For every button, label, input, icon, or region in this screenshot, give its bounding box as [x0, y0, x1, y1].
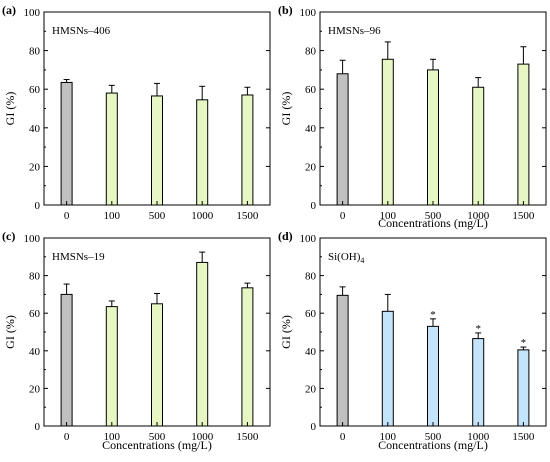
- y-tick-label: 0: [311, 421, 317, 433]
- x-tick-label: 1000: [191, 431, 214, 443]
- bar: [427, 69, 439, 206]
- y-axis-label: GI (%): [3, 92, 17, 126]
- y-tick-label: 100: [24, 7, 41, 19]
- x-tick-label: 100: [380, 210, 397, 222]
- y-tick-label: 20: [305, 383, 317, 395]
- x-tick-label: 100: [380, 431, 397, 443]
- x-tick-label: 0: [340, 210, 346, 222]
- x-tick-label: 1500: [512, 210, 535, 222]
- bar: [151, 95, 163, 206]
- y-tick-label: 0: [311, 200, 317, 212]
- bar: [60, 293, 73, 427]
- bar: [196, 261, 209, 427]
- annotation-text: HMSNs–96: [328, 25, 381, 37]
- significance-mark: *: [430, 309, 436, 321]
- annotation-text: HMSNs–19: [52, 251, 105, 263]
- x-tick-label: 500: [149, 431, 166, 443]
- y-tick-label: 0: [35, 421, 41, 433]
- y-axis-label: GI (%): [279, 92, 293, 126]
- bar: [517, 349, 530, 427]
- x-tick-label: 0: [64, 210, 70, 222]
- bar: [472, 338, 485, 427]
- bar: [336, 294, 349, 427]
- bar: [105, 306, 118, 427]
- y-tick-label: 60: [29, 308, 41, 320]
- y-tick-label: 60: [305, 308, 317, 320]
- bar: [427, 325, 439, 427]
- bar: [241, 287, 254, 427]
- y-tick-label: 100: [300, 233, 317, 245]
- bar: [517, 63, 530, 206]
- chart-panel-d: 0 20 40 60 80 100 GI (%) 0 100 500 * 1000 * 1500 * Conc…: [278, 229, 547, 452]
- panel-label: (b): [278, 3, 293, 17]
- y-tick-label: 20: [305, 161, 317, 173]
- y-tick-label: 40: [29, 123, 41, 135]
- x-tick-label: 100: [104, 431, 121, 443]
- y-tick-label: 80: [29, 271, 41, 283]
- chart-panel-a: 0 20 40 60 80 100 GI (%) 0 100 500 1000 1500 (a) HMSN…: [2, 3, 271, 222]
- bar: [381, 310, 394, 427]
- bar: [60, 81, 73, 206]
- y-tick-label: 20: [29, 161, 41, 173]
- x-axis-label: Concentrations (mg/L): [378, 216, 488, 230]
- y-tick-label: 60: [29, 84, 41, 96]
- panel-annotation: Si(OH)4: [328, 251, 364, 265]
- bar: [151, 303, 163, 427]
- x-tick-label: 1500: [512, 431, 535, 443]
- x-tick-label: 1000: [467, 210, 490, 222]
- x-tick-label: 1000: [191, 210, 214, 222]
- panel-annotation: HMSNs–96: [328, 25, 381, 37]
- x-tick-label: 0: [340, 431, 346, 443]
- x-tick-label: 500: [425, 431, 442, 443]
- bar: [196, 99, 209, 206]
- y-tick-label: 40: [305, 346, 317, 358]
- y-axis-label: GI (%): [3, 315, 17, 349]
- annotation-text: Si(OH): [328, 251, 361, 263]
- y-tick-label: 100: [24, 233, 41, 245]
- y-tick-label: 80: [305, 46, 317, 58]
- bar: [105, 92, 118, 206]
- x-axis-label: Concentrations (mg/L): [378, 438, 488, 452]
- y-tick-label: 20: [29, 383, 41, 395]
- panel-label: (a): [2, 3, 16, 17]
- y-tick-label: 40: [29, 346, 41, 358]
- panel-annotation: HMSNs–19: [52, 251, 105, 263]
- bar: [381, 58, 394, 206]
- bar: [336, 73, 349, 206]
- chart-panel-b: 0 20 40 60 80 100 GI (%) 0 100 500 1000 1500 Concent…: [278, 3, 547, 230]
- y-tick-label: 80: [29, 46, 41, 58]
- bar: [472, 86, 485, 206]
- x-tick-label: 1500: [236, 210, 259, 222]
- x-axis-label: Concentrations (mg/L): [102, 438, 212, 452]
- panel-label: (c): [2, 229, 15, 243]
- panel-label: (d): [278, 229, 293, 243]
- x-tick-label: 1500: [236, 431, 259, 443]
- panel-annotation: HMSNs–406: [52, 25, 111, 37]
- significance-mark: *: [475, 323, 481, 335]
- annotation-text: HMSNs–406: [52, 25, 111, 37]
- chart-panel-c: 0 20 40 60 80 100 GI (%) 0 100 500 1000 1500 Concent…: [2, 229, 271, 452]
- x-tick-label: 100: [104, 210, 121, 222]
- y-axis-label: GI (%): [279, 315, 293, 349]
- x-tick-label: 0: [64, 431, 70, 443]
- significance-mark: *: [521, 337, 527, 349]
- y-tick-label: 100: [300, 7, 317, 19]
- x-tick-label: 500: [425, 210, 442, 222]
- y-tick-label: 0: [35, 200, 41, 212]
- y-tick-label: 40: [305, 123, 317, 135]
- y-tick-label: 80: [305, 271, 317, 283]
- bar: [241, 94, 254, 206]
- x-tick-label: 500: [149, 210, 166, 222]
- x-tick-label: 1000: [467, 431, 490, 443]
- annotation-subscript: 4: [360, 256, 364, 265]
- y-tick-label: 60: [305, 84, 317, 96]
